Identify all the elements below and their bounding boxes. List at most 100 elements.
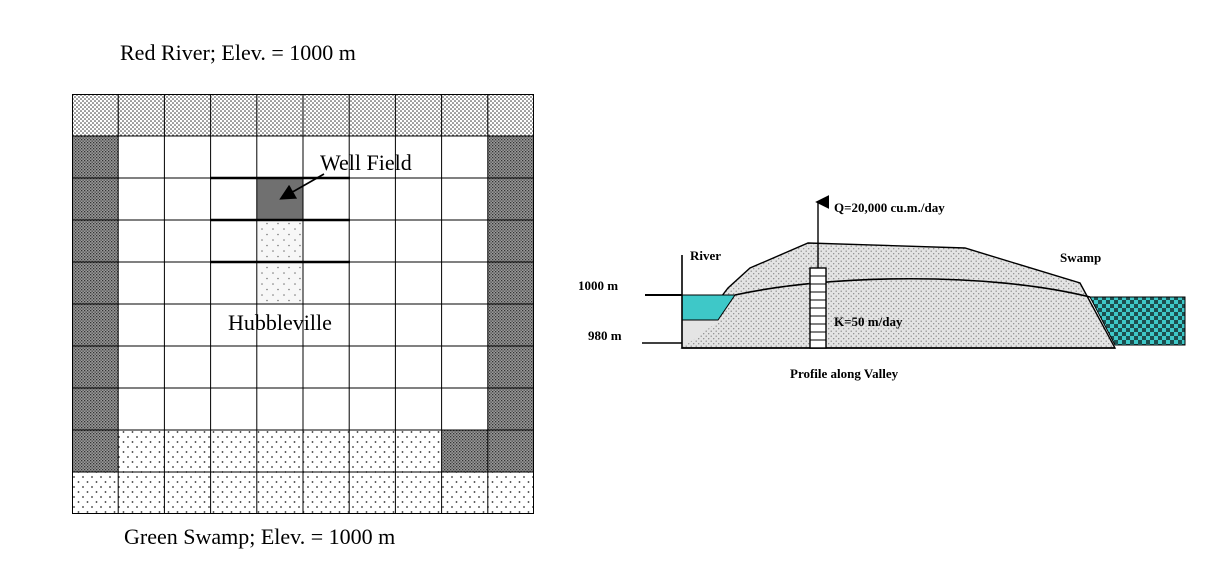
grid-cell-fine-dots	[395, 94, 442, 136]
profile-view: Q=20,000 cu.m./day River Swamp 1000 m 98…	[570, 180, 1200, 390]
grid-cell-empty	[118, 346, 165, 388]
grid-cell-empty	[395, 304, 442, 346]
grid-cell-dark-stipple	[487, 262, 534, 304]
grid-cell-sparse-dots	[210, 472, 257, 514]
elev-upper-label: 1000 m	[578, 278, 618, 293]
grid-cell-empty	[256, 388, 303, 430]
grid-cell-empty	[349, 178, 396, 220]
bottom-boundary-label: Green Swamp; Elev. = 1000 m	[124, 524, 396, 549]
grid-cell-empty	[210, 304, 257, 346]
grid-cell-empty	[303, 346, 350, 388]
grid-cell-empty	[210, 346, 257, 388]
grid-cell-sparse-dots	[303, 472, 350, 514]
grid-cell-sparse-dots	[118, 472, 165, 514]
grid-cell-sparse-dots	[164, 430, 211, 472]
grid-cell-fine-dots	[210, 94, 257, 136]
grid-cell-dark-stipple	[72, 178, 119, 220]
grid-cell-empty	[164, 304, 211, 346]
grid-cell-empty	[441, 220, 488, 262]
grid-cell-empty	[256, 346, 303, 388]
grid-cell-dark-stipple	[72, 262, 119, 304]
grid-cell-dark-stipple	[441, 430, 488, 472]
grid-cell-light-dots	[256, 220, 303, 262]
river-bank	[682, 320, 720, 348]
grid-cell-empty	[303, 136, 350, 178]
grid-cell-empty	[256, 136, 303, 178]
grid-cell-empty	[441, 178, 488, 220]
discharge-label: Q=20,000 cu.m./day	[834, 200, 945, 215]
grid-cell-empty	[210, 220, 257, 262]
grid-cell-empty	[303, 388, 350, 430]
grid-cell-empty	[349, 388, 396, 430]
grid-cell-dark-stipple	[72, 220, 119, 262]
grid-cell-fine-dots	[72, 94, 119, 136]
plan-view-grid: Well Field Hubbleville	[71, 93, 535, 515]
grid-cell-dark-stipple	[487, 304, 534, 346]
grid-cell-empty	[395, 136, 442, 178]
grid-cell-empty	[349, 304, 396, 346]
grid-cell-dark-stipple	[487, 388, 534, 430]
grid-cell-empty	[164, 136, 211, 178]
top-boundary-label: Red River; Elev. = 1000 m	[120, 40, 356, 65]
water-table	[734, 277, 1091, 298]
grid-cell-fine-dots	[256, 94, 303, 136]
grid-cell-empty	[395, 346, 442, 388]
grid-cell-empty	[441, 136, 488, 178]
grid-svg: Well Field Hubbleville	[71, 93, 535, 515]
grid-cell-dark-stipple	[487, 430, 534, 472]
grid-cell-dark-stipple	[72, 430, 119, 472]
grid-cell-empty	[118, 304, 165, 346]
grid-cell-empty	[164, 178, 211, 220]
grid-cell-empty	[118, 388, 165, 430]
grid-cell-fine-dots	[441, 94, 488, 136]
grid-cell-empty	[441, 388, 488, 430]
grid-cell-empty	[303, 262, 350, 304]
grid-cell-empty	[349, 262, 396, 304]
grid-cell-empty	[349, 136, 396, 178]
grid-cell-empty	[118, 178, 165, 220]
grid-cell-sparse-dots	[349, 472, 396, 514]
elev-lower-label: 980 m	[588, 328, 622, 343]
grid-cell-sparse-dots	[487, 472, 534, 514]
town-label: Hubbleville	[228, 310, 332, 335]
grid-cell-empty	[118, 136, 165, 178]
grid-cell-dark-stipple	[487, 178, 534, 220]
grid-cell-dark-stipple	[72, 304, 119, 346]
grid-cell-empty	[210, 178, 257, 220]
grid-cell-empty	[256, 304, 303, 346]
grid-cell-dark-stipple	[72, 136, 119, 178]
grid-cell-sparse-dots	[118, 430, 165, 472]
grid-cell-fine-dots	[349, 94, 396, 136]
grid-cell-dark-stipple	[72, 346, 119, 388]
grid-cell-empty	[395, 262, 442, 304]
valley-aquifer	[680, 242, 1117, 349]
grid-cell-light-dots	[256, 262, 303, 304]
profile-caption: Profile along Valley	[790, 366, 899, 381]
grid-cell-empty	[118, 220, 165, 262]
grid-cell-sparse-dots	[164, 472, 211, 514]
grid-cell-empty	[303, 178, 350, 220]
grid-cell-sparse-dots	[210, 430, 257, 472]
grid-cell-empty	[441, 262, 488, 304]
profile-svg: Q=20,000 cu.m./day River Swamp 1000 m 98…	[578, 195, 1186, 381]
grid-cell-empty	[164, 388, 211, 430]
grid-cell-empty	[210, 388, 257, 430]
grid-cell-empty	[118, 262, 165, 304]
grid-cell-empty	[349, 346, 396, 388]
grid-cells	[72, 94, 534, 514]
grid-cell-dark-stipple	[487, 136, 534, 178]
grid-cell-sparse-dots	[256, 430, 303, 472]
grid-cell-sparse-dots	[441, 472, 488, 514]
grid-cell-empty	[164, 346, 211, 388]
grid-cell-empty	[441, 304, 488, 346]
swamp-water	[1089, 296, 1186, 346]
grid-cell-empty	[210, 262, 257, 304]
grid-cell-sparse-dots	[395, 430, 442, 472]
grid-cell-dark-stipple	[487, 220, 534, 262]
grid-cell-empty	[395, 388, 442, 430]
river-label: River	[690, 248, 721, 263]
grid-cell-empty	[164, 262, 211, 304]
grid-cell-empty	[303, 220, 350, 262]
swamp-label: Swamp	[1060, 250, 1101, 265]
well-field-arrow	[279, 173, 325, 200]
